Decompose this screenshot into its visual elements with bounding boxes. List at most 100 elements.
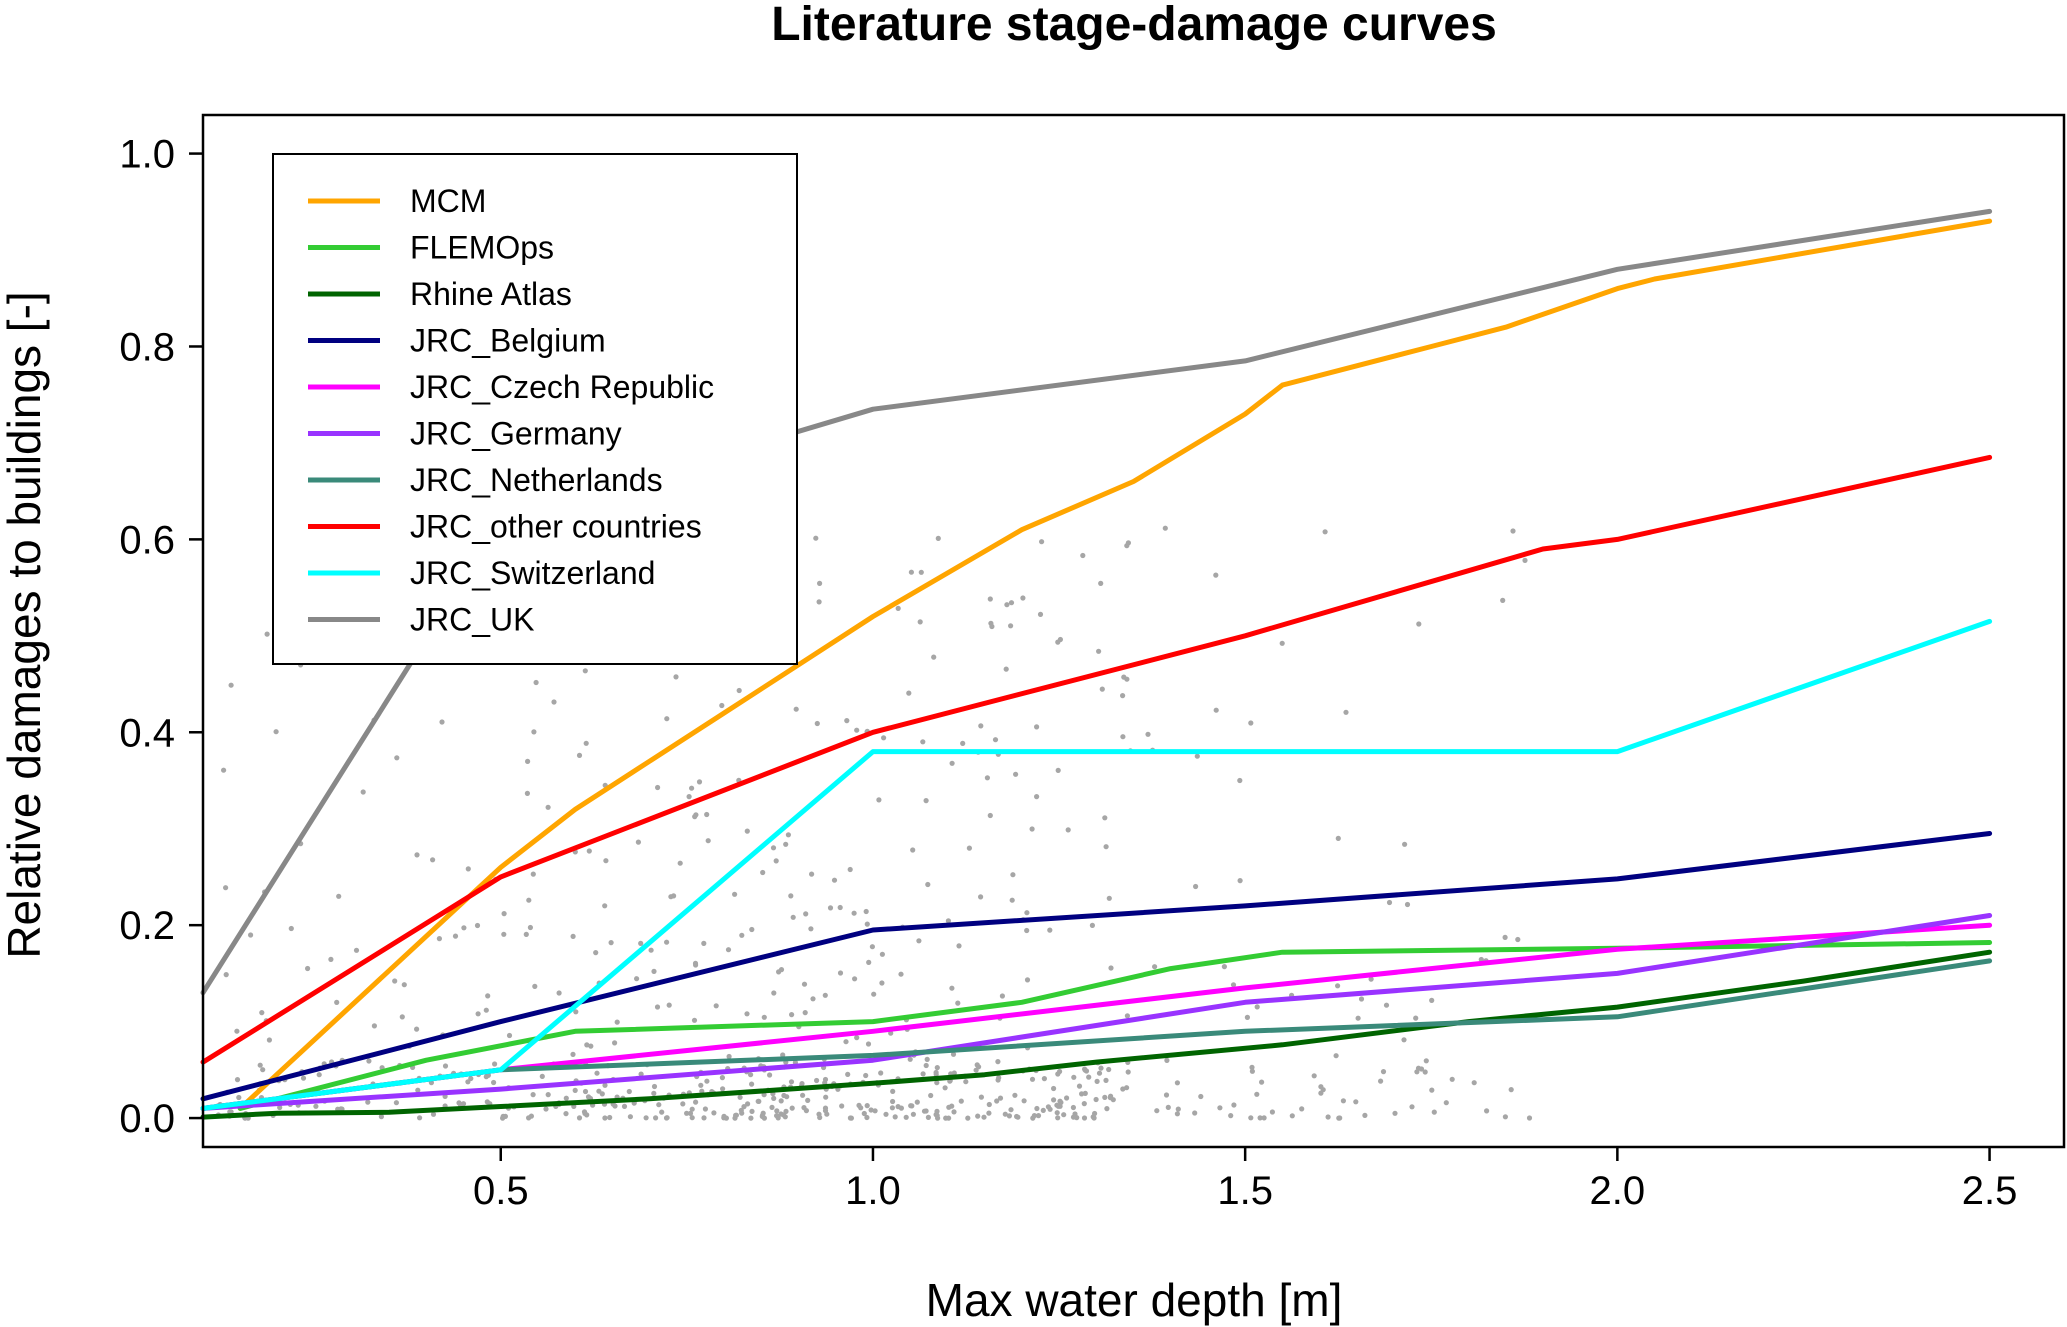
scatter-point bbox=[1340, 1098, 1346, 1104]
y-tick-label: 0.0 bbox=[119, 1097, 175, 1141]
scatter-point bbox=[1378, 1078, 1384, 1084]
legend-item: JRC_Belgium bbox=[308, 323, 606, 359]
scatter-point bbox=[576, 1115, 583, 1121]
scatter-point bbox=[1089, 922, 1095, 929]
scatter-point bbox=[854, 1035, 860, 1041]
scatter-point bbox=[1404, 901, 1411, 908]
scatter-point bbox=[920, 739, 926, 745]
scatter-point bbox=[1422, 1069, 1428, 1075]
scatter-point bbox=[689, 1106, 695, 1112]
scatter-point bbox=[883, 1111, 889, 1117]
legend-item: Rhine Atlas bbox=[308, 276, 572, 312]
scatter-point bbox=[1526, 1115, 1533, 1121]
scatter-point bbox=[1061, 1112, 1067, 1118]
scatter-point bbox=[227, 1109, 233, 1115]
legend-label: JRC_Germany bbox=[410, 416, 622, 452]
scatter-point bbox=[928, 1092, 934, 1099]
scatter-point bbox=[978, 894, 984, 900]
scatter-point bbox=[816, 599, 822, 605]
scatter-point bbox=[1055, 1115, 1061, 1121]
scatter-point bbox=[987, 812, 993, 819]
scatter-point bbox=[879, 951, 886, 957]
scatter-point bbox=[612, 1103, 618, 1109]
scatter-point bbox=[1336, 1115, 1342, 1121]
scatter-point bbox=[664, 716, 670, 722]
scatter-point bbox=[394, 755, 400, 761]
scatter-point bbox=[744, 1011, 750, 1017]
scatter-point bbox=[814, 720, 820, 727]
scatter-point bbox=[563, 1095, 569, 1101]
scatter-point bbox=[1106, 1066, 1112, 1073]
scatter-point bbox=[704, 1078, 710, 1084]
scatter-point bbox=[1098, 580, 1104, 587]
scatter-point bbox=[917, 619, 923, 625]
scatter-point bbox=[638, 1071, 644, 1077]
scatter-point bbox=[1003, 666, 1009, 672]
scatter-point bbox=[1079, 1091, 1085, 1097]
scatter-point bbox=[1034, 794, 1040, 800]
scatter-point bbox=[861, 1110, 867, 1117]
scatter-point bbox=[627, 1114, 634, 1120]
scatter-point bbox=[789, 1012, 795, 1018]
scatter-point bbox=[686, 794, 692, 800]
scatter-point bbox=[1054, 1110, 1060, 1116]
scatter-point bbox=[847, 866, 853, 873]
scatter-point bbox=[996, 1075, 1002, 1081]
scatter-point bbox=[1065, 827, 1071, 833]
scatter-point bbox=[288, 925, 294, 932]
scatter-point bbox=[360, 789, 366, 795]
scatter-point bbox=[607, 1114, 613, 1121]
scatter-point bbox=[221, 767, 227, 773]
scatter-point bbox=[771, 990, 777, 996]
scatter-point bbox=[802, 1010, 808, 1016]
scatter-point bbox=[392, 978, 398, 984]
scatter-point bbox=[1096, 648, 1102, 654]
scatter-point bbox=[483, 1007, 489, 1013]
scatter-point bbox=[393, 1100, 399, 1106]
scatter-point bbox=[506, 1032, 513, 1039]
scatter-point bbox=[1248, 1115, 1254, 1121]
scatter-point bbox=[1213, 572, 1219, 578]
scatter-point bbox=[869, 944, 876, 950]
scatter-point bbox=[1198, 1093, 1204, 1100]
scatter-point bbox=[903, 1114, 909, 1120]
scatter-point bbox=[1090, 1114, 1096, 1120]
scatter-point bbox=[501, 931, 507, 937]
scatter-point bbox=[1254, 1091, 1260, 1097]
scatter-point bbox=[701, 1115, 707, 1121]
scatter-point bbox=[837, 904, 843, 911]
scatter-point bbox=[699, 1088, 705, 1094]
scatter-point bbox=[737, 1094, 743, 1100]
x-tick-label: 0.5 bbox=[473, 1169, 529, 1213]
scatter-point bbox=[701, 940, 707, 947]
scatter-point bbox=[1145, 731, 1151, 737]
scatter-point bbox=[761, 1115, 768, 1121]
scatter-point bbox=[583, 740, 589, 746]
scatter-point bbox=[942, 1085, 948, 1091]
scatter-point bbox=[822, 992, 828, 998]
scatter-point bbox=[570, 1051, 576, 1057]
scatter-point bbox=[485, 993, 491, 999]
scatter-point bbox=[845, 1071, 851, 1077]
scatter-point bbox=[978, 723, 984, 729]
scatter-point bbox=[1163, 1092, 1170, 1098]
scatter-point bbox=[612, 1040, 618, 1046]
scatter-point bbox=[572, 1087, 578, 1093]
scatter-point bbox=[264, 631, 270, 637]
scatter-point bbox=[475, 1011, 481, 1017]
scatter-point bbox=[864, 1103, 870, 1109]
x-tick-label: 2.5 bbox=[1962, 1169, 2018, 1213]
scatter-point bbox=[698, 1082, 704, 1088]
scatter-point bbox=[599, 1091, 605, 1097]
scatter-point bbox=[666, 1002, 672, 1008]
legend: MCM FLEMOps Rhine Atlas JRC_Belgium JRC_Czec… bbox=[272, 153, 798, 665]
scatter-point bbox=[1008, 1107, 1014, 1113]
scatter-point bbox=[866, 959, 872, 966]
scatter-point bbox=[1047, 927, 1053, 933]
scatter-point bbox=[1057, 1068, 1063, 1075]
scatter-point bbox=[1413, 1015, 1419, 1021]
scatter-point bbox=[492, 1061, 498, 1067]
scatter-point bbox=[543, 1106, 549, 1112]
scatter-point bbox=[602, 1082, 608, 1088]
